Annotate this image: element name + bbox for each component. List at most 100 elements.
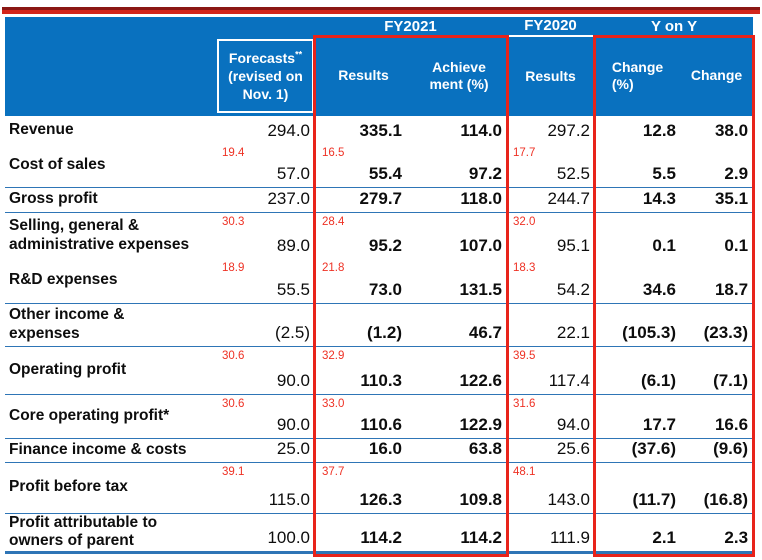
cell-value: 143.0 <box>547 489 591 509</box>
cell-change-pct: 14.3 <box>595 187 681 213</box>
cell-value: 95.1 <box>556 236 591 255</box>
pct-of-revenue-annotation: 18.3 <box>513 262 536 274</box>
row-label: Cost of sales <box>5 144 215 188</box>
cell-achievement: 97.2 <box>412 144 507 188</box>
cell-forecast: 19.4 57.0 <box>215 144 315 188</box>
cell-value: 14.3 <box>642 188 677 208</box>
cell-result-fy2020: 18.3 54.2 <box>506 259 596 304</box>
row-label: Selling, general & administrative expens… <box>5 212 215 259</box>
cell-value: (6.1) <box>641 370 677 390</box>
header-change-pct: Change (%) <box>595 36 681 116</box>
cell-value: 73.0 <box>368 279 402 299</box>
cell-result-fy2020: 32.0 95.1 <box>506 212 595 259</box>
cell-value: 237.0 <box>267 188 310 208</box>
cell-value: (16.8) <box>703 489 749 509</box>
cell-achievement: 118.0 <box>412 187 507 213</box>
cell-change-pct: 34.6 <box>595 259 681 304</box>
cell-change-pct: (105.3) <box>595 303 681 347</box>
cell-value: 114.2 <box>460 527 503 547</box>
pct-of-revenue-annotation: 37.7 <box>322 465 345 478</box>
cell-value: 16.6 <box>714 414 749 434</box>
cell-value: (11.7) <box>632 489 677 509</box>
colgroup-fy2021: FY2021 <box>315 17 507 36</box>
cell-result-fy2020: 31.6 94.0 <box>506 394 596 439</box>
cell-value: 244.7 <box>547 188 591 208</box>
cell-value: 0.1 <box>652 236 677 255</box>
row-label-text: Revenue <box>9 120 74 138</box>
cell-result-fy2021: 32.9 110.3 <box>315 346 412 395</box>
row-label: Operating profit <box>5 346 215 395</box>
cell-value: (37.6) <box>631 438 677 458</box>
cell-result-fy2020: 25.6 <box>506 438 596 463</box>
cell-change: 0.1 <box>680 212 753 259</box>
cell-value: 54.2 <box>556 279 591 299</box>
cell-change-pct: 5.5 <box>595 144 681 188</box>
header-results-fy2020: Results <box>506 36 596 116</box>
cell-value: 52.5 <box>556 163 591 183</box>
cell-forecast: (2.5) <box>215 303 315 347</box>
cell-value: 0.1 <box>724 236 749 255</box>
cell-change: 38.0 <box>680 116 753 144</box>
pct-of-revenue-annotation: 31.6 <box>513 397 536 410</box>
cell-forecast: 18.9 55.5 <box>215 259 315 304</box>
pct-of-revenue-annotation: 17.7 <box>513 147 536 159</box>
cell-forecast: 39.1 115.0 <box>215 462 315 514</box>
cell-value: 117.4 <box>548 370 591 390</box>
row-label-text: Profit attributable to owners of parent <box>9 513 158 550</box>
cell-value: 111.9 <box>549 527 591 547</box>
cell-value: 100.0 <box>267 527 310 547</box>
cell-result-fy2021: 33.0 110.6 <box>315 394 412 439</box>
cell-change-pct: (6.1) <box>595 346 681 395</box>
cell-achievement: 109.8 <box>412 462 507 514</box>
row-label-text: Operating profit <box>9 360 127 378</box>
header-group-row: FY2021 FY2020 Y on Y <box>5 17 754 37</box>
header-results-fy2021: Results <box>315 36 412 116</box>
cell-change-pct: 12.8 <box>595 116 680 144</box>
cell-change: (9.6) <box>680 438 754 463</box>
pct-of-revenue-annotation: 33.0 <box>322 397 345 410</box>
cell-value: 16.0 <box>368 438 402 458</box>
row-label: Finance income & costs <box>5 438 215 463</box>
cell-value: 55.5 <box>276 279 310 299</box>
results-table: FY2021 FY2020 Y on Y Forecasts** (revise… <box>5 17 754 554</box>
row-label-text: Profit before tax <box>9 478 128 496</box>
pct-of-revenue-annotation: 16.5 <box>322 147 345 159</box>
row-label-text: Selling, general & administrative expens… <box>9 217 190 253</box>
table-row: Operating profit 30.6 90.0 32.9 110.3 122.6 39… <box>5 346 754 395</box>
pct-of-revenue-annotation: 30.3 <box>222 215 245 228</box>
cell-value: 297.2 <box>547 121 591 140</box>
table-row: Revenue 294.0 335.1 114.0 297.2 12.8 38.0 <box>5 116 753 144</box>
cell-value: 17.7 <box>642 414 677 434</box>
header-forecasts: Forecasts** (revised on Nov. 1) <box>215 36 315 116</box>
cell-value: 294.0 <box>267 121 310 140</box>
colgroup-fy2020: FY2020 <box>506 17 596 37</box>
row-label: Gross profit <box>5 187 215 213</box>
cell-forecast: 30.6 90.0 <box>215 394 315 439</box>
pct-of-revenue-annotation: 18.9 <box>222 262 245 274</box>
cell-achievement: 46.7 <box>412 303 507 347</box>
table-row: Other income & expenses (2.5) (1.2) 46.7 22.… <box>5 303 754 347</box>
cell-achievement: 107.0 <box>412 212 506 259</box>
table-row: Core operating profit* 30.6 90.0 33.0 110.6 1… <box>5 394 754 439</box>
pct-of-revenue-annotation: 32.9 <box>322 349 345 362</box>
row-label: Profit attributable to owners of parent <box>5 513 215 554</box>
cell-change: 35.1 <box>680 187 754 213</box>
cell-forecast: 237.0 <box>215 187 315 213</box>
cell-value: 114.2 <box>360 527 402 547</box>
cell-result-fy2020: 244.7 <box>506 187 596 213</box>
cell-value: 95.2 <box>368 236 402 255</box>
cell-result-fy2020: 297.2 <box>506 116 595 144</box>
cell-change: (7.1) <box>680 346 754 395</box>
cell-value: 25.6 <box>556 438 591 458</box>
cell-result-fy2020: 39.5 117.4 <box>506 346 596 395</box>
cell-result-fy2021: 21.8 73.0 <box>315 259 412 304</box>
pct-of-revenue-annotation: 39.1 <box>222 465 245 478</box>
table-row: Cost of sales 19.4 57.0 16.5 55.4 97.2 17.7 52.… <box>5 144 754 188</box>
cell-result-fy2020: 48.1 143.0 <box>506 462 596 514</box>
cell-achievement: 114.0 <box>412 116 506 144</box>
cell-change-pct: 2.1 <box>595 513 681 554</box>
header-blank-label <box>5 36 215 116</box>
pct-of-revenue-annotation: 30.6 <box>222 349 245 362</box>
cell-change-pct: 17.7 <box>595 394 681 439</box>
cell-change-pct: (37.6) <box>595 438 681 463</box>
